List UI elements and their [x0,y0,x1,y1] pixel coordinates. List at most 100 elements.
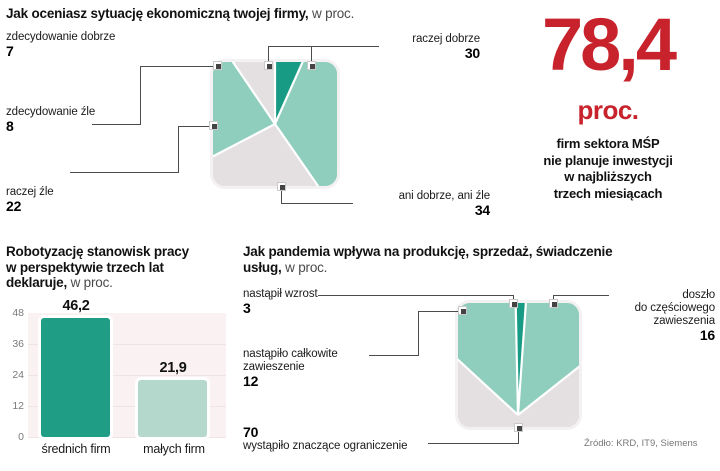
gridline-0 [28,437,226,438]
bar-category-malych-firm: małych firm [143,442,205,456]
bottom-headline-line1: Jak pandemia wpływa na produkcję, sprzed… [243,244,613,259]
pie-chart-economy-svg [213,62,337,186]
slice-ani-dobrze-ani-zle [213,124,319,186]
top-headline-bold: Jak oceniasz sytuację ekonomiczną twojej… [6,6,309,21]
label-raczej-zle: raczej źle 22 [6,186,126,214]
label-calkowite-zawieszenie-text-line2: zawieszenie [243,361,305,373]
label-calkowite-zawieszenie: nastąpiło całkowite zawieszenie 12 [243,348,393,389]
pie-chart-pandemic-svg [458,303,579,427]
label-raczej-dobrze-value: 30 [464,45,480,61]
gridline-12 [28,406,226,407]
gridline-24 [28,375,226,376]
pie-node-raczej-dobrze-2 [307,61,316,70]
leader-line-ograniczenie-v [518,431,519,444]
label-znaczace-ograniczenie-value: 70 [243,424,259,440]
highlight-desc-line1: firm sektora MŚP [556,136,660,151]
leader-line-raczej-dobrze-h [268,46,313,47]
bars-headline-line2: w perspektywie trzech lat [6,259,164,275]
bars-headline-thin: w proc. [67,275,113,290]
leader-line-zdecydowanie-dobrze-v [140,66,141,125]
highlight-number: 78,4 [541,3,677,86]
bars-headline-line1: Robotyzację stanowisk pracy [6,244,189,259]
label-czesciowe-zawieszenie: doszło do częściowego zawieszenia 16 [600,289,716,343]
slice-znaczace-ograniczenie [458,359,579,427]
leader-line-calkowite-v [418,311,419,355]
bar-srednich-firm [41,318,110,437]
gridline-36 [28,344,226,345]
highlight-block: 78,4 proc. firm sektora MŚP nie planuje … [500,3,716,202]
bar-value-srednich-firm: 46,2 [62,298,90,314]
label-czesciowe-zawieszenie-text-line2: do częściowego [634,302,716,314]
bar-malych-firm [138,380,207,437]
label-wzrost-value: 3 [243,300,251,316]
bar-value-malych-firm: 21,9 [159,360,187,376]
leader-line-zdecydowanie-dobrze-h1 [140,66,218,67]
label-wzrost-text: nastąpił wzrost [243,288,318,300]
label-calkowite-zawieszenie-value: 12 [243,373,259,389]
label-ani-dobrze-ani-zle-text: ani dobrze, ani źle [398,190,491,202]
label-czesciowe-zawieszenie-value: 16 [699,327,715,343]
top-headline: Jak oceniasz sytuację ekonomiczną twojej… [6,6,476,22]
bar-category-srednich-firm: średnich firm [41,442,111,456]
label-zdecydowanie-zle-text: zdecydowanie źle [6,106,96,118]
bars-headline: Robotyzację stanowisk pracy w perspektyw… [6,244,238,291]
pie-node-raczej-dobrze [264,61,273,70]
leader-line-ani-h [281,203,353,204]
label-zdecydowanie-zle: zdecydowanie źle 8 [6,106,136,134]
label-zdecydowanie-dobrze-text: zdecydowanie dobrze [6,31,116,43]
leader-line-calkowite-h1 [418,311,464,312]
pie-node-czesciowe-zawieszenie [549,299,558,308]
yaxis-label-0: 0 [18,431,24,443]
label-ani-dobrze-ani-zle-value: 34 [474,202,490,218]
leader-line-zdecydowanie-zle-v [178,126,179,172]
label-znaczace-ograniczenie: 70 wystąpiło znaczące ograniczenie [243,425,463,453]
leader-line-zdecydowanie-zle-h1 [178,126,214,127]
bottom-headline-thin: w proc. [281,259,328,275]
bottom-headline-line2: usług, [243,259,282,275]
bottom-headline: Jak pandemia wpływa na produkcję, sprzed… [243,244,693,275]
highlight-unit: proc. [577,95,639,125]
leader-line-wzrost-h [318,295,514,296]
label-raczej-dobrze: raczej dobrze 30 [320,33,480,61]
label-ani-dobrze-ani-zle: ani dobrze, ani źle 34 [340,190,491,218]
leader-line-zdecydowanie-zle-h2 [70,172,179,173]
yaxis-label-48: 48 [12,307,24,319]
leader-line-zdecydowanie-dobrze-h2 [92,124,141,125]
label-czesciowe-zawieszenie-text-line3: zawieszenia [653,315,715,327]
leader-line-calkowite-h2 [369,355,419,356]
pie-node-wzrost [509,299,518,308]
source-note: Źródło: KRD, IT9, Siemens [584,438,698,449]
label-znaczace-ograniczenie-text: wystąpiło znaczące ograniczenie [243,440,408,452]
label-raczej-zle-text: raczej źle [6,186,54,198]
slice-czesciowe-zawieszenie [518,303,579,415]
pie-node-calkowite-zawieszenie [458,306,467,315]
pie-node-zdecydowanie-dobrze [213,61,222,70]
slice-raczej-zle [213,62,275,157]
top-headline-thin: w proc. [308,6,355,21]
label-zdecydowanie-dobrze-value: 7 [6,43,14,59]
pie-node-zdecydowanie-zle [209,121,218,130]
leader-line-raczej-dobrze-v [268,46,269,66]
leader-line-czesciowe-h [553,295,609,296]
slice-raczej-dobrze [275,62,337,186]
yaxis-label-24: 24 [12,369,24,381]
label-wzrost: nastąpił wzrost 3 [243,288,403,316]
leader-line-raczej-dobrze2-h [311,46,379,47]
label-zdecydowanie-dobrze: zdecydowanie dobrze 7 [6,31,146,59]
label-czesciowe-zawieszenie-text-line1: doszło [682,289,715,301]
highlight-desc-line2: nie planuje inwestycji [543,152,673,168]
label-calkowite-zawieszenie-text-line1: nastąpiło całkowite [243,348,338,360]
highlight-desc-line4: trzech miesiącach [553,185,663,201]
yaxis-label-36: 36 [12,338,24,350]
leader-line-raczej-dobrze2-v [311,46,312,66]
label-raczej-zle-value: 22 [6,198,22,214]
label-zdecydowanie-zle-value: 8 [6,118,14,134]
highlight-desc-line3: w najbliższych [564,169,652,184]
bars-headline-line3: deklaruje, [6,275,68,290]
leader-line-ani-v [281,190,282,204]
slice-calkowite-zawieszenie [458,303,518,415]
leader-line-ograniczenie-h [428,443,519,444]
pie-chart-economy [213,62,337,186]
yaxis-label-12: 12 [12,400,24,412]
